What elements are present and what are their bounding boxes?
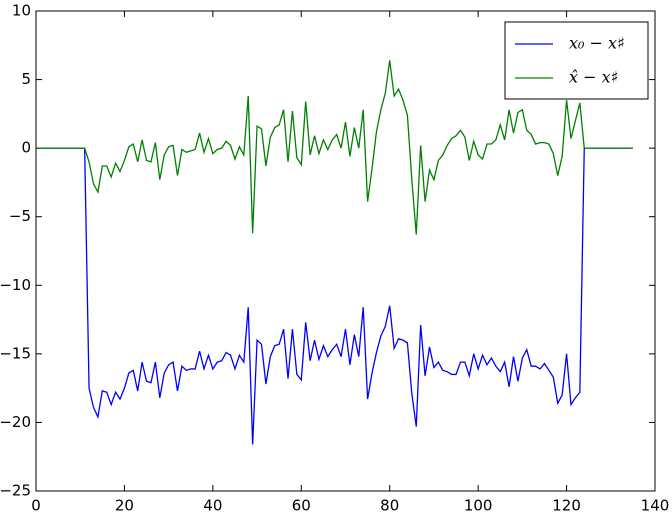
y-tick-label: −20 (0, 413, 31, 431)
y-tick-label: 5 (21, 70, 31, 88)
y-tick-label: 10 (12, 2, 31, 20)
x-tick-label: 140 (641, 497, 670, 515)
legend-label: x̂ − x♯ (569, 68, 618, 87)
y-tick-label: −25 (0, 482, 31, 500)
y-tick-label: −10 (0, 276, 31, 294)
data-line (36, 147, 633, 445)
plot-frame (35, 10, 656, 492)
x-tick-label: 60 (292, 497, 311, 515)
data-line (36, 60, 633, 235)
x-tick-label: 120 (552, 497, 581, 515)
x-tick-label: 80 (380, 497, 399, 515)
x-tick-label: 0 (31, 497, 41, 515)
y-tick-label: −15 (0, 344, 31, 362)
x-tick-label: 100 (464, 497, 493, 515)
y-tick-label: 0 (21, 139, 31, 157)
legend-label: x₀ − x♯ (569, 34, 625, 53)
y-tick-label: −5 (9, 207, 31, 225)
legend-box (504, 21, 649, 100)
x-tick-label: 20 (115, 497, 134, 515)
x-tick-label: 40 (203, 497, 222, 515)
